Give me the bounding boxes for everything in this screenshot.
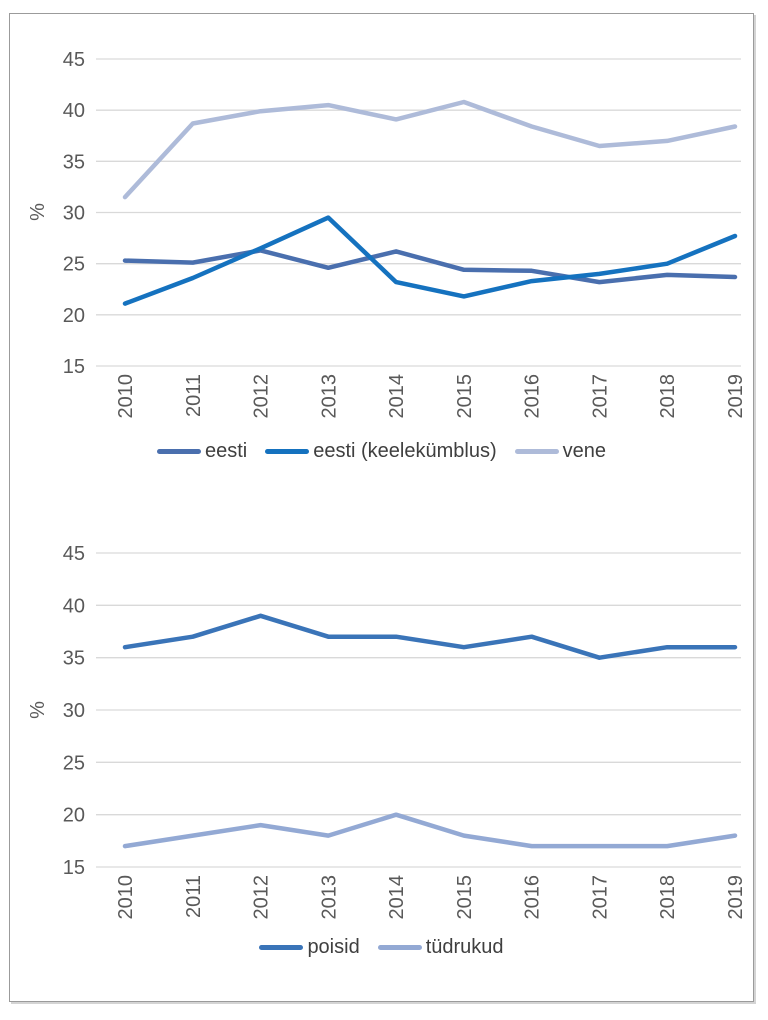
x-tick-label: 2010 [115,875,137,920]
y-tick-label: 15 [63,857,85,879]
y-tick-label: 25 [63,752,85,774]
x-tick-label: 2018 [657,374,679,419]
y-tick-label: 35 [63,648,85,670]
x-tick-label: 2012 [251,875,273,920]
x-tick-label: 2010 [115,374,137,419]
series-line-t-drukud [122,812,738,849]
y-axis-title: % [27,701,49,719]
series-line-vene [122,99,738,200]
top-chart-legend: eesti eesti (keelekümblus) vene [9,440,754,463]
legend-item-vene: vene [514,440,607,463]
x-tick-label: 2015 [454,875,476,920]
legend-label-eesti-keelekumblus: eesti (keelekümblus) [313,440,497,462]
series-line-eesti [122,248,738,285]
x-tick-label: 2013 [318,374,340,419]
legend-label-vene: vene [562,440,607,462]
x-tick-label: 2011 [183,875,205,918]
x-tick-label: 2016 [522,374,544,419]
x-tick-label: 2015 [454,374,476,419]
series-line-poisid [122,613,738,660]
x-tick-label: 2018 [657,875,679,920]
y-tick-label: 35 [63,151,85,173]
legend-swatch-eesti-keelekumblus [265,449,310,454]
y-tick-label: 30 [63,700,85,722]
x-tick-label: 2017 [589,374,611,419]
y-tick-label: 30 [63,203,85,225]
y-tick-label: 20 [63,805,85,827]
y-tick-label: 20 [63,305,85,327]
legend-item-tudrukud: tüdrukud [377,936,504,959]
x-tick-label: 2014 [386,875,408,920]
figure-border [9,13,754,1002]
legend-label-poisid: poisid [307,936,360,958]
x-tick-label: 2012 [251,374,273,419]
legend-swatch-eesti [156,449,201,454]
x-tick-label: 2014 [386,374,408,419]
x-tick-label: 2013 [318,875,340,920]
y-tick-label: 45 [63,543,85,565]
series-line-eesti-keelek-mblus- [122,215,738,306]
y-tick-label: 40 [63,100,85,122]
y-axis-title: % [27,203,49,221]
legend-label-tudrukud: tüdrukud [425,936,504,958]
legend-label-eesti: eesti [204,440,248,462]
legend-item-poisid: poisid [259,936,360,959]
y-tick-label: 15 [63,356,85,378]
x-tick-label: 2019 [725,374,747,419]
x-tick-label: 2011 [183,374,205,417]
bottom-chart-legend: poisid tüdrukud [9,936,754,959]
legend-swatch-vene [514,449,559,454]
y-tick-label: 25 [63,254,85,276]
legend-swatch-poisid [259,945,304,950]
x-tick-label: 2017 [589,875,611,920]
x-tick-label: 2019 [725,875,747,920]
legend-swatch-tudrukud [377,945,422,950]
legend-item-eesti-keelekumblus: eesti (keelekümblus) [265,440,497,463]
y-tick-label: 45 [63,49,85,71]
y-tick-label: 40 [63,595,85,617]
legend-item-eesti: eesti [156,440,248,463]
x-tick-label: 2016 [522,875,544,920]
